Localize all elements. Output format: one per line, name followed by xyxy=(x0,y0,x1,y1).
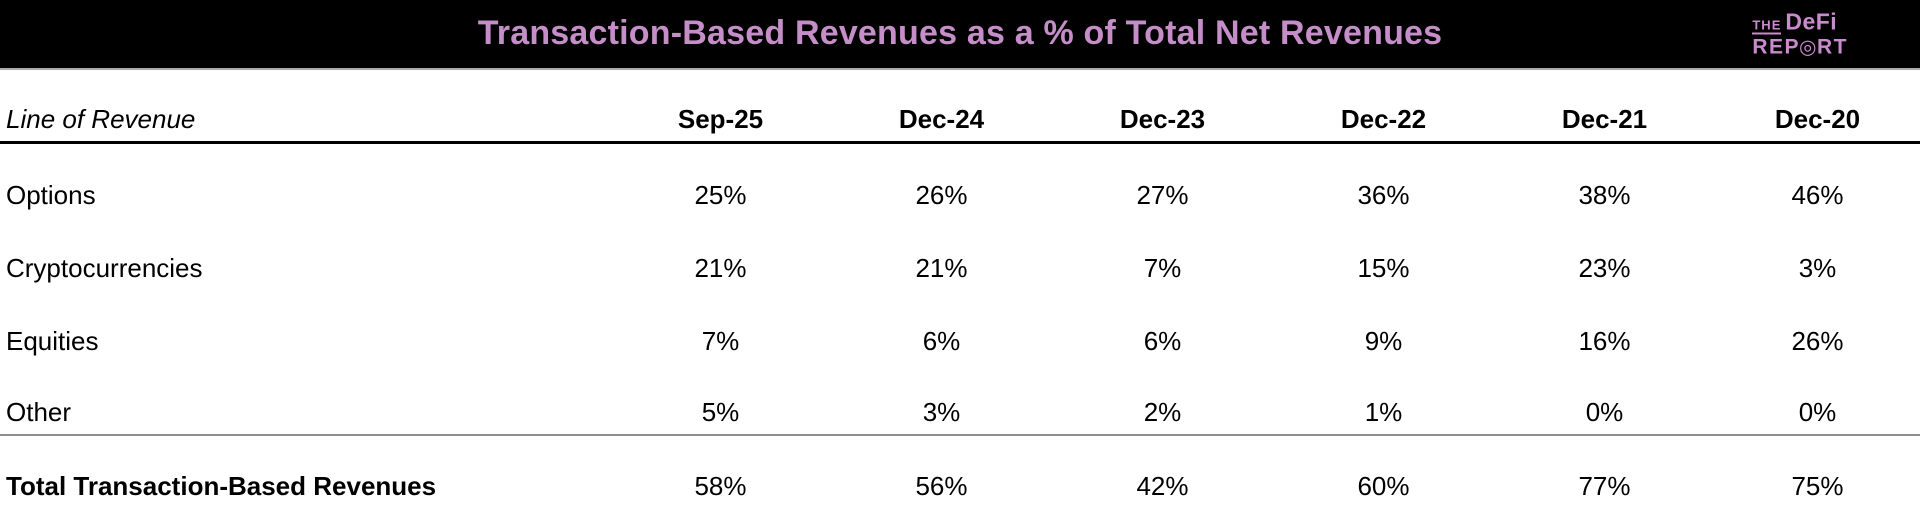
cell-value: 60% xyxy=(1357,470,1410,501)
cell-value: 5% xyxy=(701,396,740,427)
logo-line-top: THE DeFi xyxy=(1752,8,1848,35)
table-row-options: Options 25% 26% 27% 36% 38% 46% xyxy=(0,144,1920,217)
bullseye-icon: ◎ xyxy=(1799,36,1818,58)
cell-value: 26% xyxy=(915,179,968,210)
column-header-dec-24: Dec-24 xyxy=(898,103,985,134)
cell-value: 0% xyxy=(1585,396,1624,427)
cell-value: 46% xyxy=(1791,179,1844,210)
cell-value: 7% xyxy=(701,325,740,356)
cell-value: 25% xyxy=(694,179,747,210)
column-header-dec-23: Dec-23 xyxy=(1119,103,1206,134)
column-header-dec-22: Dec-22 xyxy=(1340,103,1427,134)
cell-value: 21% xyxy=(915,252,968,283)
total-row-label: Total Transaction-Based Revenues xyxy=(6,470,437,501)
table-row-total: Total Transaction-Based Revenues 58% 56%… xyxy=(0,436,1920,506)
row-label: Equities xyxy=(6,325,99,356)
page-title: Transaction-Based Revenues as a % of Tot… xyxy=(477,13,1443,52)
cell-value: 16% xyxy=(1578,325,1631,356)
cell-value: 15% xyxy=(1357,252,1410,283)
cell-value: 42% xyxy=(1136,470,1189,501)
cell-value: 6% xyxy=(1143,325,1182,356)
cell-value: 21% xyxy=(694,252,747,283)
table-row-cryptocurrencies: Cryptocurrencies 21% 21% 7% 15% 23% 3% xyxy=(0,217,1920,290)
row-label: Cryptocurrencies xyxy=(6,252,203,283)
cell-value: 9% xyxy=(1364,325,1403,356)
cell-value: 0% xyxy=(1798,396,1837,427)
row-label: Other xyxy=(6,396,72,427)
logo-the-text: THE xyxy=(1752,17,1782,35)
revenue-table: Line of Revenue Sep-25 Dec-24 Dec-23 Dec… xyxy=(0,70,1920,506)
defi-report-logo: THE DeFi REP ◎ RT xyxy=(1752,8,1848,58)
cell-value: 3% xyxy=(922,396,961,427)
cell-value: 38% xyxy=(1578,179,1631,210)
logo-rep-text: REP xyxy=(1752,35,1801,59)
column-header-line-of-revenue: Line of Revenue xyxy=(6,103,196,134)
column-header-dec-20: Dec-20 xyxy=(1774,103,1861,134)
row-label: Options xyxy=(6,179,96,210)
table-header-row: Line of Revenue Sep-25 Dec-24 Dec-23 Dec… xyxy=(0,70,1920,144)
cell-value: 7% xyxy=(1143,252,1182,283)
cell-value: 1% xyxy=(1364,396,1403,427)
cell-value: 36% xyxy=(1357,179,1410,210)
logo-defi-text: DeFi xyxy=(1785,8,1838,35)
table-row-other: Other 5% 3% 2% 1% 0% 0% xyxy=(0,363,1920,436)
cell-value: 27% xyxy=(1136,179,1189,210)
column-header-dec-21: Dec-21 xyxy=(1561,103,1648,134)
cell-value: 6% xyxy=(922,325,961,356)
title-bar: Transaction-Based Revenues as a % of Tot… xyxy=(0,0,1920,70)
logo-line-bottom: REP ◎ RT xyxy=(1752,37,1848,58)
cell-value: 58% xyxy=(694,470,747,501)
cell-value: 77% xyxy=(1578,470,1631,501)
logo-rt-text: RT xyxy=(1817,35,1848,59)
cell-value: 2% xyxy=(1143,396,1182,427)
cell-value: 26% xyxy=(1791,325,1844,356)
cell-value: 3% xyxy=(1798,252,1837,283)
cell-value: 56% xyxy=(915,470,968,501)
cell-value: 75% xyxy=(1791,470,1844,501)
cell-value: 23% xyxy=(1578,252,1631,283)
table-row-equities: Equities 7% 6% 6% 9% 16% 26% xyxy=(0,290,1920,363)
column-header-sep-25: Sep-25 xyxy=(677,103,764,134)
